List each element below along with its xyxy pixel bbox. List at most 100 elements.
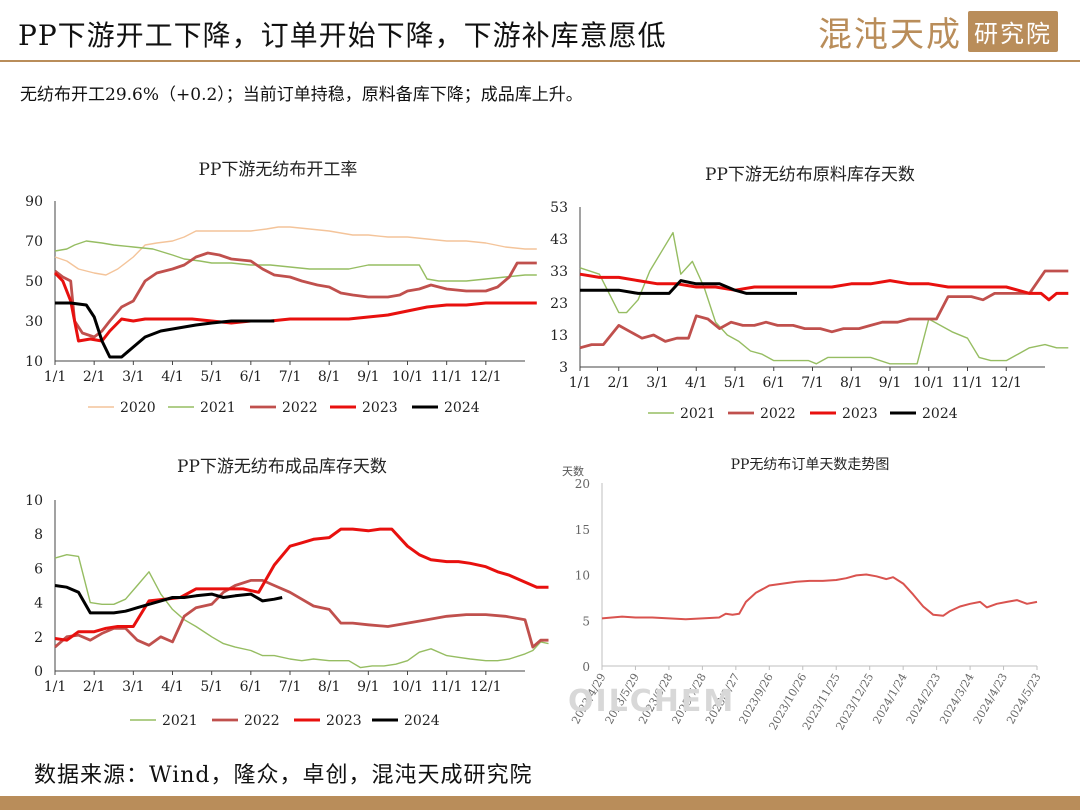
x-tick-label: 2/1	[607, 375, 630, 391]
y-tick-label: 23	[550, 296, 568, 312]
y-tick-label: 6	[34, 561, 43, 577]
x-tick-label: 5/1	[200, 369, 223, 385]
x-tick-label: 7/1	[279, 679, 302, 695]
x-tick-label: 12/1	[470, 369, 501, 385]
y-tick-label: 10	[25, 493, 43, 509]
y-tick-label: 10	[575, 569, 590, 583]
x-tick-label: 8/1	[318, 679, 341, 695]
x-tick-label: 2/1	[83, 369, 106, 385]
y-tick-label: 43	[550, 232, 568, 248]
y-tick-label: 0	[582, 660, 590, 674]
x-tick-label: 4/1	[161, 369, 184, 385]
x-tick-label: 2/1	[83, 679, 106, 695]
x-tick-label: 6/1	[762, 375, 785, 391]
series-line-2023	[54, 527, 549, 642]
series-line-2020	[54, 226, 537, 276]
series-line-2021	[54, 240, 537, 282]
x-tick-label: 9/1	[357, 369, 380, 385]
y-tick-label: 5	[582, 614, 590, 628]
legend-label: 2022	[244, 713, 280, 729]
x-tick-label: 3/1	[122, 369, 145, 385]
x-tick-label: 6/1	[240, 369, 263, 385]
x-tick-label: 1/1	[569, 375, 592, 391]
legend-label: 2022	[282, 400, 318, 416]
x-tick-label: 3/1	[646, 375, 669, 391]
x-tick-label: 7/1	[279, 369, 302, 385]
legend-label: 2021	[162, 713, 198, 729]
brand-logo: 混沌天成 研究院	[818, 8, 1058, 55]
summary-text: 无纺布开工29.6%（+0.2）；当前订单持稳，原料备库下降；成品库上升。	[20, 85, 583, 105]
x-tick-label: 5/1	[200, 679, 223, 695]
chart-order-days: PP无纺布订单天数走势图天数051015202023/4/292023/5/29…	[562, 457, 1044, 732]
series-line-2023	[53, 271, 537, 343]
logo-main-text: 混沌天成	[818, 14, 962, 55]
chart-title: PP下游无纺布成品库存天数	[177, 457, 387, 477]
x-tick-label: 8/1	[840, 375, 863, 391]
y-tick-label: 33	[550, 264, 568, 280]
y-tick-label: 30	[25, 314, 43, 330]
x-tick-label: 10/1	[913, 375, 944, 391]
chart-title: PP无纺布订单天数走势图	[731, 457, 890, 473]
page-title: PP下游开工下降，订单开始下降，下游补库意愿低	[18, 19, 667, 52]
series-line-2022	[579, 269, 1069, 350]
watermark: OILCHEM	[568, 684, 736, 719]
y-tick-label: 50	[25, 274, 43, 290]
x-tick-label: 11/1	[431, 369, 462, 385]
series-line-2023	[579, 272, 1069, 302]
y-tick-label: 4	[34, 596, 43, 612]
legend-label: 2024	[444, 400, 480, 416]
legend-label: 2021	[200, 400, 236, 416]
header-divider	[0, 60, 1080, 62]
series-line-2024	[580, 279, 797, 295]
x-tick-label: 6/1	[240, 679, 263, 695]
legend-label: 2024	[404, 713, 440, 729]
x-tick-label: 4/1	[685, 375, 708, 391]
x-tick-label: 11/1	[431, 679, 462, 695]
y-tick-label: 2	[34, 630, 43, 646]
x-tick-label: 5/1	[724, 375, 747, 391]
chart-run-rate: PP下游无纺布开工率 10 30 50 70 90 1/1 2/1 3/1 4/1 5/1 6/1 7/…	[25, 160, 537, 416]
x-tick-label: 10/1	[392, 679, 423, 695]
y-tick-label: 90	[25, 194, 43, 210]
series-line-2024	[54, 584, 283, 615]
logo-tag: 研究院	[968, 10, 1058, 52]
chart-title: PP下游无纺布开工率	[199, 160, 358, 180]
y-tick-label: 3	[559, 360, 568, 376]
y-unit-label: 天数	[562, 465, 584, 478]
footer-band	[0, 796, 1080, 810]
series-line-2022	[54, 579, 549, 649]
series-line-2021	[54, 554, 549, 669]
x-tick-label: 9/1	[879, 375, 902, 391]
y-tick-label: 10	[25, 354, 43, 370]
series-line-2021	[579, 231, 1069, 365]
y-tick-label: 13	[550, 328, 568, 344]
chart-raw-material-days: PP下游无纺布原料库存天数 3 13 23 33 43 53 1/1 2/1 3/1 4/1 5/1 6…	[550, 165, 1069, 422]
legend-label: 2023	[842, 406, 878, 422]
series-line-2024	[55, 301, 275, 359]
y-tick-label: 20	[575, 477, 590, 491]
x-tick-label: 2024/5/23	[1004, 671, 1043, 726]
legend-label: 2021	[680, 406, 716, 422]
x-tick-label: 4/1	[161, 679, 184, 695]
x-tick-label: 1/1	[44, 679, 67, 695]
x-tick-label: 7/1	[801, 375, 824, 391]
series-line-2022	[54, 251, 537, 339]
chart-finished-goods-days: PP下游无纺布成品库存天数 0 2 4 6 8 10 1/1 2/1 3/1 4/1 5/1 6/1 7/…	[25, 457, 549, 729]
x-tick-label: 12/1	[991, 375, 1022, 391]
x-tick-label: 10/1	[392, 369, 423, 385]
x-tick-label: 8/1	[318, 369, 341, 385]
x-tick-label: 11/1	[952, 375, 983, 391]
y-tick-label: 70	[25, 234, 43, 250]
x-tick-label: 12/1	[470, 679, 501, 695]
data-source: 数据来源：Wind，隆众，卓创，混沌天成研究院	[34, 763, 533, 788]
legend-label: 2020	[120, 400, 156, 416]
y-tick-label: 53	[550, 200, 568, 216]
legend-label: 2023	[362, 400, 398, 416]
x-tick-label: 1/1	[44, 369, 67, 385]
y-tick-label: 8	[34, 527, 43, 543]
chart-title: PP下游无纺布原料库存天数	[705, 165, 915, 185]
y-tick-label: 0	[34, 664, 43, 680]
legend-label: 2024	[922, 406, 958, 422]
x-tick-label: 9/1	[357, 679, 380, 695]
series-line-main	[601, 573, 1038, 621]
